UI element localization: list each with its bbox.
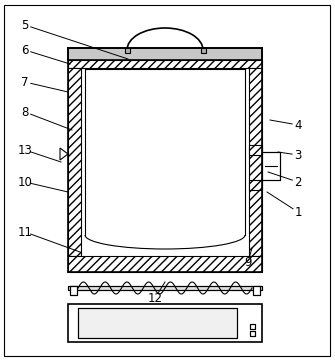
Bar (68, 304, 262, 342)
Text: 13: 13 (17, 144, 32, 157)
Bar (253, 286, 260, 295)
Text: 7: 7 (21, 76, 29, 89)
Bar (201, 48, 205, 53)
Bar (250, 331, 255, 336)
Bar (68, 68, 81, 256)
Bar (78, 308, 237, 338)
Bar (262, 152, 280, 180)
Bar (70, 286, 77, 295)
Bar (250, 324, 255, 329)
Text: 8: 8 (21, 105, 29, 118)
Bar (249, 145, 262, 155)
Bar (68, 286, 262, 290)
Text: 4: 4 (294, 118, 302, 131)
Bar (68, 256, 262, 272)
Text: 5: 5 (21, 18, 29, 32)
Bar (253, 286, 260, 295)
Bar (68, 60, 262, 68)
Polygon shape (60, 148, 68, 160)
Bar (70, 286, 77, 295)
Bar (262, 152, 280, 180)
Text: 6: 6 (21, 44, 29, 57)
Text: 9: 9 (244, 256, 252, 269)
Bar (78, 308, 237, 338)
Text: 2: 2 (294, 176, 302, 189)
Text: 10: 10 (17, 176, 32, 189)
Bar (249, 180, 262, 190)
Bar (250, 324, 255, 329)
Bar (68, 48, 262, 60)
Bar (68, 286, 262, 290)
Bar (249, 68, 262, 256)
Text: 12: 12 (147, 292, 162, 305)
Text: 3: 3 (294, 149, 302, 162)
Bar (125, 48, 130, 53)
Text: 11: 11 (17, 225, 32, 239)
Text: 1: 1 (294, 206, 302, 219)
Bar (250, 331, 255, 336)
